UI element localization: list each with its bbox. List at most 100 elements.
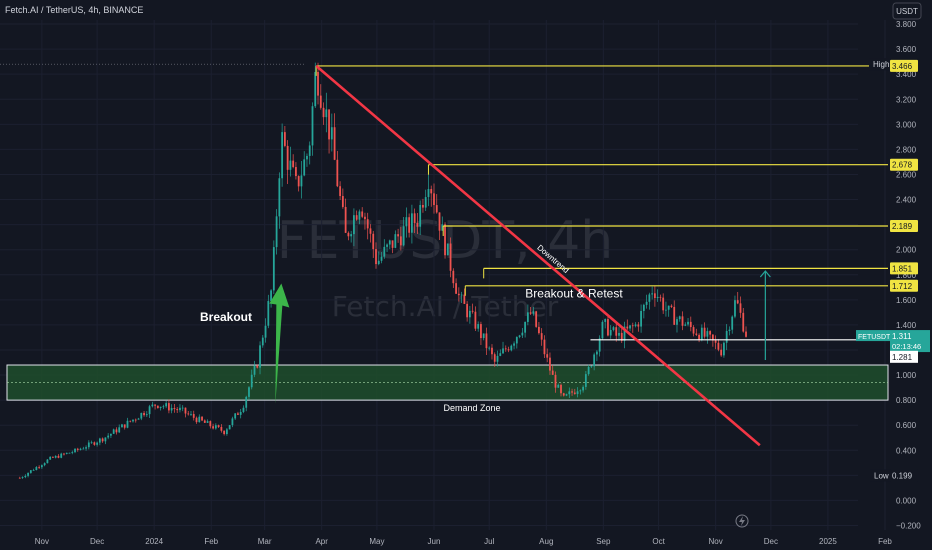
candle-body [333, 127, 336, 160]
high-tag-label: High [873, 60, 889, 69]
candle-body [629, 325, 631, 329]
candle-body [642, 304, 645, 311]
candle-body [57, 455, 60, 458]
candle-body [584, 374, 587, 387]
candle-body [264, 325, 267, 338]
candle-body [579, 390, 582, 392]
candle-body [491, 347, 493, 355]
candle-body [402, 226, 405, 246]
chart-title: Fetch.AI / TetherUS, 4h, BINANCE [5, 5, 143, 15]
candle-body [739, 303, 742, 313]
candle-body [482, 333, 485, 339]
candle-body [703, 327, 706, 337]
candle-body [101, 438, 104, 442]
x-tick-label: May [369, 537, 384, 546]
candle-body [253, 365, 256, 375]
candle-body [618, 332, 620, 336]
candle-body [118, 427, 121, 433]
candle-body [540, 333, 543, 340]
candle-body [457, 293, 460, 296]
candle-body [112, 429, 115, 434]
candle-body [239, 411, 242, 415]
breakout-retest-label: Breakout & Retest [525, 286, 623, 300]
watermark-name: Fetch.AI / Tether [332, 290, 559, 323]
candle-body [156, 405, 159, 408]
candle-body [314, 71, 317, 107]
candle-body [587, 366, 590, 375]
candle-body [234, 413, 237, 419]
candle-body [538, 326, 540, 334]
currency-button-box[interactable] [892, 2, 922, 20]
price-axis[interactable]: 3.800 3.600 3.400 3.200 3.000 2.800 2.600 2.400… [896, 20, 921, 530]
candle-body [259, 345, 261, 368]
candle-body [526, 312, 529, 322]
candle-body [529, 312, 532, 314]
candle-body [593, 354, 596, 367]
candle-body [283, 132, 286, 146]
y-tick-label: 1.600 [896, 296, 917, 305]
candle-body [742, 312, 745, 332]
level-value-box [890, 279, 918, 292]
candle-body [573, 392, 576, 394]
candle-body [410, 213, 413, 233]
candle-body [29, 470, 32, 473]
y-tick-label: 2.000 [896, 246, 917, 255]
y-tick-label: 2.400 [896, 196, 917, 205]
time-axis[interactable]: Nov Dec 2024 Feb Mar Apr May Jun Jul Aug Sep Oct Nov… [35, 537, 893, 546]
x-tick-label: Feb [204, 537, 218, 546]
candle-body [397, 234, 399, 237]
candle-body [341, 196, 344, 207]
candle-body [626, 326, 629, 329]
candle-body [198, 416, 201, 423]
candle-body [272, 247, 275, 291]
candle-body [662, 297, 665, 311]
support-value: 1.281 [892, 353, 913, 362]
last-price-symbol-box [856, 330, 890, 342]
candle-body [358, 211, 361, 220]
candle-body [700, 327, 703, 341]
candle-body [485, 333, 488, 349]
candle-body [546, 354, 549, 358]
candle-body [203, 420, 206, 423]
candle-body [698, 334, 700, 341]
candle-body [455, 283, 457, 294]
candle-body [598, 338, 601, 352]
candle-body [665, 309, 667, 311]
candle-body [90, 442, 93, 444]
candle-body [220, 426, 223, 431]
currency-button[interactable]: USDT [896, 7, 918, 16]
level-value: 2.678 [892, 161, 913, 170]
candle-body [46, 459, 49, 464]
y-tick-label: 0.000 [896, 496, 917, 505]
candle-body [449, 243, 452, 271]
candle-body [85, 447, 87, 449]
level-value: 1.851 [892, 264, 913, 273]
candle-body [549, 357, 551, 371]
low-tag-box [870, 469, 890, 482]
candle-body [110, 433, 112, 436]
candle-body [107, 435, 110, 438]
y-tick-label: 3.600 [896, 45, 917, 54]
candle-body [256, 365, 259, 368]
candle-body [179, 407, 181, 411]
candle-body [366, 219, 369, 229]
candle-body [372, 233, 375, 250]
y-tick-label: 0.400 [896, 446, 917, 455]
candle-body [736, 300, 739, 304]
candle-body [71, 452, 74, 453]
lightning-icon[interactable] [735, 514, 749, 528]
y-tick-label: 3.400 [896, 70, 917, 79]
x-tick-label: Dec [764, 537, 778, 546]
candle-body [711, 334, 714, 341]
candle-body [143, 412, 145, 416]
y-tick-label: 0.800 [896, 396, 917, 405]
candle-body [121, 424, 123, 428]
candle-body [248, 387, 250, 397]
candle-body [723, 342, 725, 356]
candle-body [159, 406, 162, 408]
candle-body [281, 132, 284, 179]
candle-body [353, 215, 355, 235]
candle-body [74, 448, 76, 453]
candle-body [535, 311, 538, 327]
